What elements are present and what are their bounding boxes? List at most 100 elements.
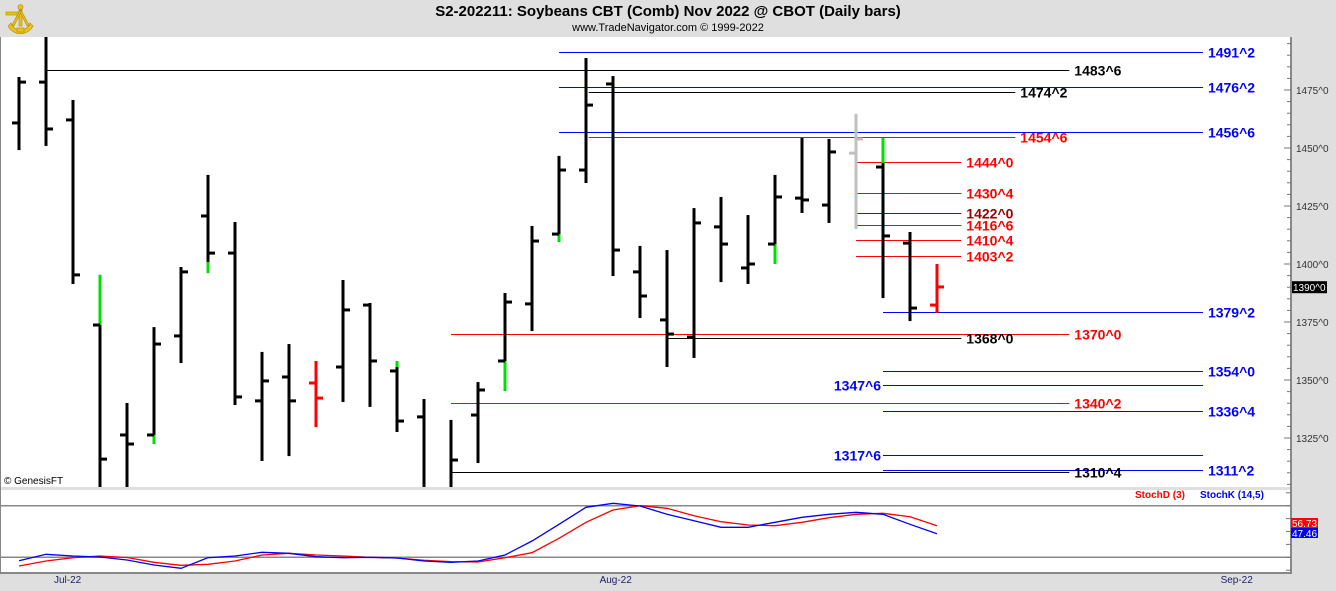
bar-close-tick xyxy=(667,332,674,336)
bar-range xyxy=(530,225,534,332)
level-label: 1379^2 xyxy=(1208,305,1255,321)
ohlc-bar xyxy=(768,174,782,264)
ohlc-bar xyxy=(282,344,296,457)
bar-range xyxy=(854,113,858,229)
bar-open-tick xyxy=(633,270,640,274)
bar-range xyxy=(827,138,831,223)
y-tick-label: 1400^0 xyxy=(1296,260,1329,271)
bar-close-tick xyxy=(316,396,323,400)
bar-range xyxy=(206,174,210,274)
bar-close-tick xyxy=(775,195,782,199)
bar-range xyxy=(341,280,345,403)
bar-range xyxy=(719,196,723,283)
bar-close-tick xyxy=(46,127,53,131)
level-label: 1456^6 xyxy=(1208,125,1255,141)
stoch-value-box xyxy=(1291,528,1318,538)
stoch-line-k xyxy=(18,502,938,569)
bar-range xyxy=(314,360,318,428)
bar-open-tick xyxy=(822,203,829,207)
level-label: 1340^2 xyxy=(1074,396,1121,412)
bar-close-tick xyxy=(721,242,728,246)
stoch-value-label: 47.46 xyxy=(1292,529,1317,540)
level-label: 1476^2 xyxy=(1208,80,1255,96)
bar-open-tick xyxy=(606,82,613,86)
bar-open-tick xyxy=(66,118,73,122)
y-tick-label: 1425^0 xyxy=(1296,202,1329,213)
ohlc-bar xyxy=(930,264,944,313)
price-plot xyxy=(12,37,1203,487)
ohlc-bar xyxy=(660,250,674,368)
bar-open-tick xyxy=(147,433,154,437)
stoch-value-box xyxy=(1291,518,1318,528)
bar-open-tick xyxy=(174,334,181,338)
ohlc-bar xyxy=(201,174,215,274)
bar-close-tick xyxy=(181,270,188,274)
ohlc-bar xyxy=(39,37,53,146)
bar-open-tick xyxy=(255,399,262,403)
level-label: 1454^6 xyxy=(1020,130,1067,146)
bar-range xyxy=(422,399,426,487)
ohlc-bar xyxy=(552,155,566,242)
y-tick-label: 1375^0 xyxy=(1296,318,1329,329)
bar-open-tick xyxy=(471,413,478,417)
bar-range xyxy=(908,231,912,322)
bar-close-tick xyxy=(289,399,296,403)
level-label: 1403^2 xyxy=(966,249,1013,265)
bar-close-tick xyxy=(613,248,620,252)
bar-close-tick xyxy=(910,306,917,310)
bar-gap-segment xyxy=(206,261,210,274)
y-tick-label: 1475^0 xyxy=(1296,86,1329,97)
bar-range xyxy=(233,222,237,406)
ohlc-bar xyxy=(525,225,539,332)
level-label: 1422^0 xyxy=(966,206,1013,222)
level-label: 1416^6 xyxy=(966,218,1013,234)
chart-title: S2-202211: Soybeans CBT (Comb) Nov 2022 … xyxy=(435,3,901,20)
bar-range xyxy=(98,274,102,487)
bar-open-tick xyxy=(309,381,316,385)
bar-close-tick xyxy=(208,251,215,255)
stochastic-panel xyxy=(0,490,1291,572)
last-price-label: 1390^0 xyxy=(1293,283,1326,294)
copyright-label: © GenesisFT xyxy=(4,476,63,487)
bar-close-tick xyxy=(937,285,944,289)
bar-open-tick xyxy=(417,415,424,419)
bar-close-tick xyxy=(100,457,107,461)
bar-gap-segment xyxy=(557,234,561,242)
bar-open-tick xyxy=(498,359,505,363)
level-label: 1354^0 xyxy=(1208,364,1255,380)
bar-range xyxy=(503,293,507,391)
stoch-legend-label: StochK (14,5) xyxy=(1200,490,1264,501)
bar-range xyxy=(773,174,777,264)
level-label: 1491^2 xyxy=(1208,45,1255,61)
ohlc-bar xyxy=(471,382,485,464)
bar-close-tick xyxy=(694,221,701,225)
bar-range xyxy=(152,327,156,445)
ohlc-bar xyxy=(633,245,647,319)
ohlc-bar xyxy=(795,138,809,213)
bar-open-tick xyxy=(93,323,100,327)
y-tick-label: 1450^0 xyxy=(1296,144,1329,155)
bar-range xyxy=(395,360,399,432)
bar-close-tick xyxy=(586,103,593,107)
bar-close-tick xyxy=(154,342,161,346)
bar-gap-segment xyxy=(152,434,156,445)
bar-close-tick xyxy=(748,262,755,266)
ohlc-bar xyxy=(606,76,620,277)
ohlc-bar xyxy=(12,77,26,151)
bar-open-tick xyxy=(363,303,370,307)
bar-range xyxy=(71,99,75,284)
bar-gap-segment xyxy=(395,360,399,368)
bar-open-tick xyxy=(795,196,802,200)
level-label: 1430^4 xyxy=(966,186,1013,202)
stoch-legend-label: StochD (3) xyxy=(1135,490,1185,501)
bar-close-tick xyxy=(19,80,26,84)
last-price-box xyxy=(1292,281,1327,294)
level-label: 1368^0 xyxy=(966,331,1013,347)
level-label: 1370^0 xyxy=(1074,327,1121,343)
ohlc-bar xyxy=(822,138,836,223)
chart-subtitle: www.TradeNavigator.com © 1999-2022 xyxy=(572,22,764,34)
bar-close-tick xyxy=(397,419,404,423)
bar-close-tick xyxy=(829,150,836,154)
level-label: 1410^4 xyxy=(966,233,1013,249)
